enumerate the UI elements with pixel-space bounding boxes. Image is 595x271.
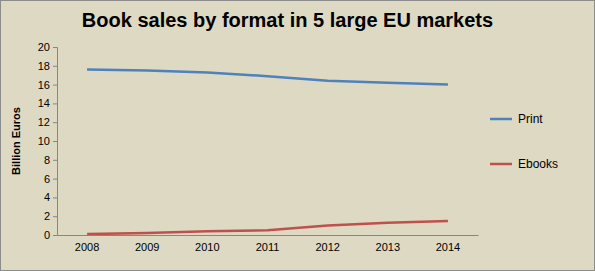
x-tick: 2013 xyxy=(376,235,400,253)
y-tick-label: 12 xyxy=(38,116,50,128)
y-tick-mark xyxy=(53,235,57,236)
x-tick-label: 2013 xyxy=(376,241,400,253)
x-tick-label: 2009 xyxy=(135,241,159,253)
x-tick: 2008 xyxy=(75,235,99,253)
y-tick: 12 xyxy=(38,116,57,128)
title: Book sales by format in 5 large EU marke… xyxy=(82,9,493,31)
legend-swatch xyxy=(490,118,512,121)
y-tick-label: 6 xyxy=(44,173,50,185)
x-tick-label: 2008 xyxy=(75,241,99,253)
x-tick: 2011 xyxy=(256,235,280,253)
chart: Book sales by format in 5 large EU marke… xyxy=(0,0,595,271)
y-tick: 10 xyxy=(38,135,57,147)
legend-swatch xyxy=(490,163,512,166)
y-tick-mark xyxy=(53,179,57,180)
y-tick-label: 8 xyxy=(44,154,50,166)
y-tick-label: 16 xyxy=(38,79,50,91)
y-tick-mark xyxy=(53,103,57,104)
y-tick-mark xyxy=(53,197,57,198)
x-tick: 2012 xyxy=(315,235,339,253)
y-tick-mark xyxy=(53,47,57,48)
x-tick: 2014 xyxy=(436,235,460,253)
y-tick-label: 4 xyxy=(44,191,50,203)
series-line xyxy=(87,70,448,85)
x-tick-label: 2010 xyxy=(195,241,219,253)
y-tick-label: 2 xyxy=(44,210,50,222)
legend-label: Ebooks xyxy=(518,157,558,171)
background xyxy=(1,1,595,271)
x-tick-label: 2011 xyxy=(256,241,280,253)
y-tick: 8 xyxy=(44,154,57,166)
legend-item: Ebooks xyxy=(490,157,558,171)
y-tick-mark xyxy=(53,85,57,86)
legend-item: Print xyxy=(490,112,543,126)
y-tick: 16 xyxy=(38,79,57,91)
y-tick: 20 xyxy=(38,41,57,53)
x-tick-label: 2014 xyxy=(436,241,460,253)
x-axis-line xyxy=(58,235,479,236)
y-tick-label: 0 xyxy=(44,229,50,241)
plot-area xyxy=(87,70,448,235)
x-axis: 2008 2009 2010 2011 2012 2013 2014 xyxy=(58,235,479,253)
y-axis-line xyxy=(53,48,58,236)
y-axis-title: Billion Euros xyxy=(10,107,22,175)
y-tick-label: 14 xyxy=(38,97,50,109)
y-axis: 0 2 4 6 8 10 12 14 16 18 20 xyxy=(38,41,58,241)
series-line xyxy=(87,221,448,234)
y-tick: 18 xyxy=(38,60,57,72)
y-tick: 14 xyxy=(38,97,57,109)
y-tick-label: 10 xyxy=(38,135,50,147)
y-tick-label: 18 xyxy=(38,60,50,72)
y-tick: 4 xyxy=(44,191,57,203)
y-tick-label: 20 xyxy=(38,41,50,53)
y-tick-mark xyxy=(53,216,57,217)
y-tick-mark xyxy=(53,141,57,142)
y-tick-mark xyxy=(53,122,57,123)
y-tick: 6 xyxy=(44,173,57,185)
x-tick-label: 2012 xyxy=(315,241,339,253)
y-tick: 2 xyxy=(44,210,57,222)
y-tick-mark xyxy=(53,160,57,161)
x-tick: 2009 xyxy=(135,235,159,253)
x-tick: 2010 xyxy=(195,235,219,253)
legend-label: Print xyxy=(518,112,543,126)
legend: Print Ebooks xyxy=(490,112,558,171)
y-tick-mark xyxy=(53,66,57,67)
y-tick: 0 xyxy=(44,229,57,241)
